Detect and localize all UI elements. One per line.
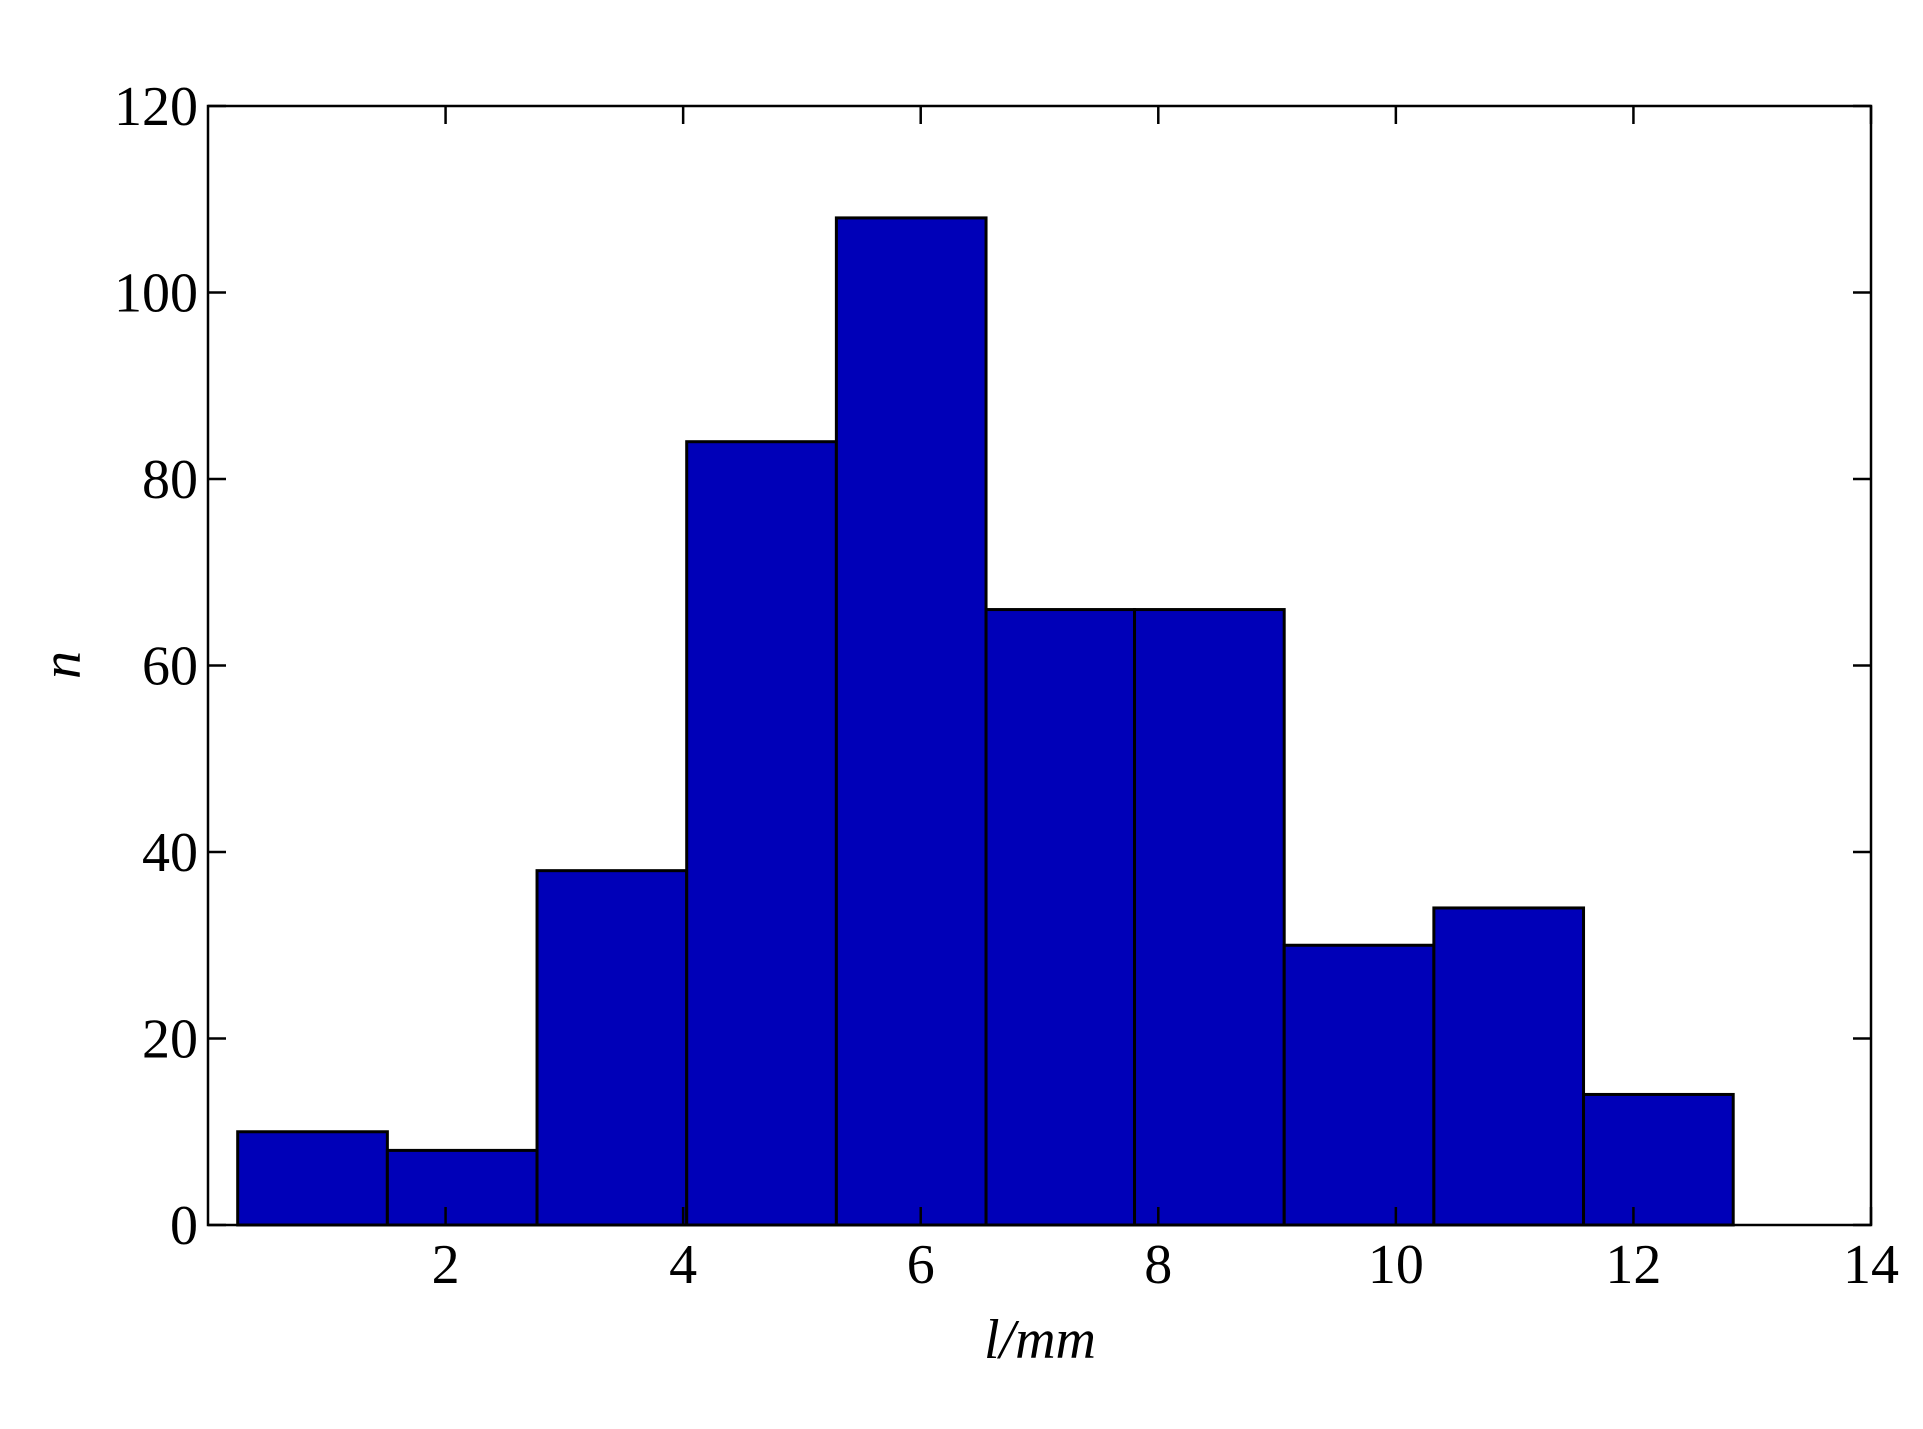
y-tick-label: 60 [142, 636, 198, 698]
y-tick-label: 20 [142, 1009, 198, 1071]
x-tick-label: 4 [669, 1234, 697, 1296]
bar [1582, 1092, 1735, 1227]
bar [385, 1148, 539, 1227]
bar [1133, 608, 1286, 1227]
y-tick-label: 0 [170, 1195, 198, 1257]
y-tick-label: 80 [142, 449, 198, 511]
x-tick-label: 12 [1605, 1234, 1661, 1296]
bar [984, 608, 1137, 1227]
y-tick-label: 120 [114, 76, 198, 138]
bar [535, 869, 689, 1227]
bar [1282, 943, 1436, 1227]
bar [834, 216, 988, 1227]
y-tick-label: 40 [142, 822, 198, 884]
x-tick-label: 8 [1144, 1234, 1172, 1296]
x-tick-label: 2 [432, 1234, 460, 1296]
bar [685, 440, 838, 1227]
x-axis-label: l/mm [984, 1309, 1096, 1371]
bar [1432, 906, 1586, 1227]
y-tick-label: 100 [114, 263, 198, 325]
y-axis-label: n [31, 651, 93, 679]
x-tick-label: 14 [1843, 1234, 1899, 1296]
x-tick-label: 10 [1368, 1234, 1424, 1296]
plot-frame [206, 104, 1873, 1227]
bar [236, 1130, 389, 1227]
x-tick-label: 6 [907, 1234, 935, 1296]
